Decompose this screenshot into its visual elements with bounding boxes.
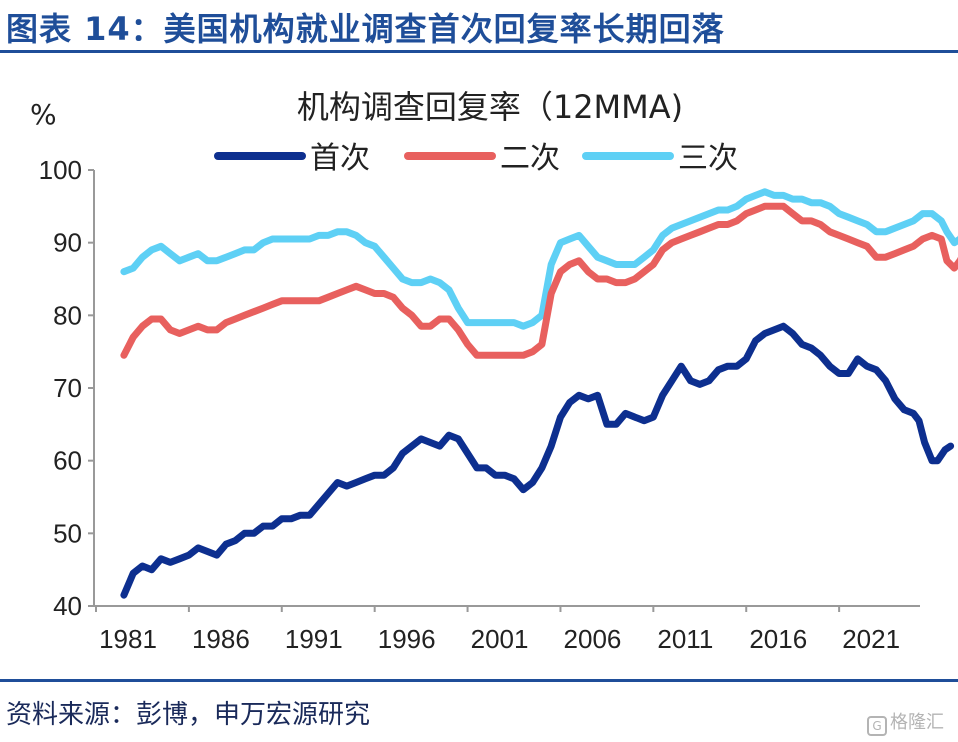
series-line-3 — [120, 188, 958, 330]
y-ticks: 40 50 60 70 80 90 100 — [39, 155, 94, 621]
legend-label-1: 首次 — [310, 141, 370, 176]
figure-title: 图表 14：美国机构就业调查首次回复率长期回落 — [6, 10, 725, 48]
y-axis-unit-label: % — [30, 98, 57, 131]
watermark-logo-icon: G — [867, 716, 887, 736]
watermark: G 格隆汇 — [867, 708, 944, 736]
y-tick-label: 90 — [53, 228, 82, 258]
x-tick-label: 1981 — [99, 624, 157, 654]
y-tick-label: 60 — [53, 446, 82, 476]
y-tick-label: 70 — [53, 373, 82, 403]
x-tick-label: 2001 — [471, 624, 529, 654]
source-note: 资料来源：彭博，申万宏源研究 — [6, 700, 371, 730]
x-tick-label: 2021 — [842, 624, 900, 654]
y-tick-label: 50 — [53, 518, 82, 548]
legend-label-3: 三次 — [678, 141, 738, 176]
x-tick-label: 1986 — [192, 624, 250, 654]
y-tick-label: 40 — [53, 591, 82, 621]
y-tick-label: 80 — [53, 300, 82, 330]
series-line-1 — [120, 322, 955, 599]
line-chart: 机构调查回复率（12MMA) % 首次 二次 三次 405060708090100 … — [30, 88, 958, 654]
x-tick-label: 2016 — [749, 624, 807, 654]
title-rule — [0, 50, 958, 53]
x-tick-label: 2011 — [657, 624, 713, 654]
y-tick-label: 100 — [39, 155, 82, 185]
legend: 首次 二次 三次 — [214, 141, 738, 176]
x-tick-label: 2006 — [564, 624, 622, 654]
legend-label-2: 二次 — [500, 141, 560, 176]
chart-title: 机构调查回复率（12MMA) — [297, 88, 683, 126]
source-rule — [0, 679, 958, 682]
axes — [93, 170, 920, 607]
watermark-text: 格隆汇 — [890, 712, 944, 733]
series-line-2 — [120, 202, 958, 359]
x-tick-label: 1991 — [285, 624, 343, 654]
x-ticks: 1981 1986 1991 1996 2001 2006 2011 2016 2021 — [95, 606, 900, 654]
x-tick-label: 1996 — [378, 624, 436, 654]
series-lines — [120, 188, 958, 599]
